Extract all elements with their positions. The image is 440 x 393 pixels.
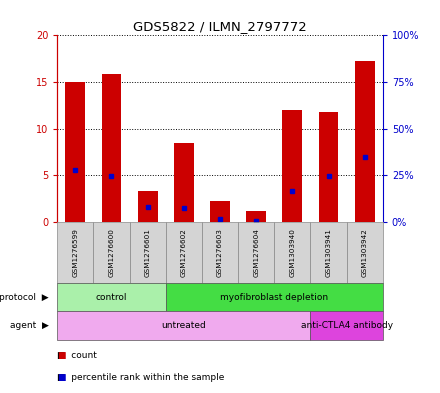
Text: agent  ▶: agent ▶: [10, 321, 48, 330]
Text: myofibroblast depletion: myofibroblast depletion: [220, 293, 328, 301]
Text: GSM1303940: GSM1303940: [290, 228, 295, 277]
Text: GSM1303942: GSM1303942: [362, 228, 368, 277]
Text: GSM1276602: GSM1276602: [181, 228, 187, 277]
Text: control: control: [96, 293, 127, 301]
Bar: [355, 61, 375, 222]
Text: GSM1276600: GSM1276600: [109, 228, 114, 277]
Title: GDS5822 / ILMN_2797772: GDS5822 / ILMN_2797772: [133, 20, 307, 33]
Bar: [174, 143, 194, 222]
Bar: [210, 200, 230, 222]
Text: GSM1276601: GSM1276601: [145, 228, 150, 277]
Text: GSM1276599: GSM1276599: [72, 228, 78, 277]
Text: ■: ■: [57, 351, 66, 360]
Text: untreated: untreated: [161, 321, 206, 330]
Bar: [102, 73, 121, 222]
Bar: [246, 211, 266, 222]
Bar: [319, 112, 338, 222]
Text: GSM1276603: GSM1276603: [217, 228, 223, 277]
Text: ■  percentile rank within the sample: ■ percentile rank within the sample: [57, 373, 224, 382]
Text: protocol  ▶: protocol ▶: [0, 293, 48, 301]
Bar: [282, 110, 302, 222]
Bar: [66, 82, 85, 222]
Text: ■: ■: [57, 373, 66, 382]
Text: ■  count: ■ count: [57, 351, 97, 360]
Text: GSM1303941: GSM1303941: [326, 228, 331, 277]
Bar: [138, 191, 158, 222]
Text: GSM1276604: GSM1276604: [253, 228, 259, 277]
Text: anti-CTLA4 antibody: anti-CTLA4 antibody: [301, 321, 392, 330]
